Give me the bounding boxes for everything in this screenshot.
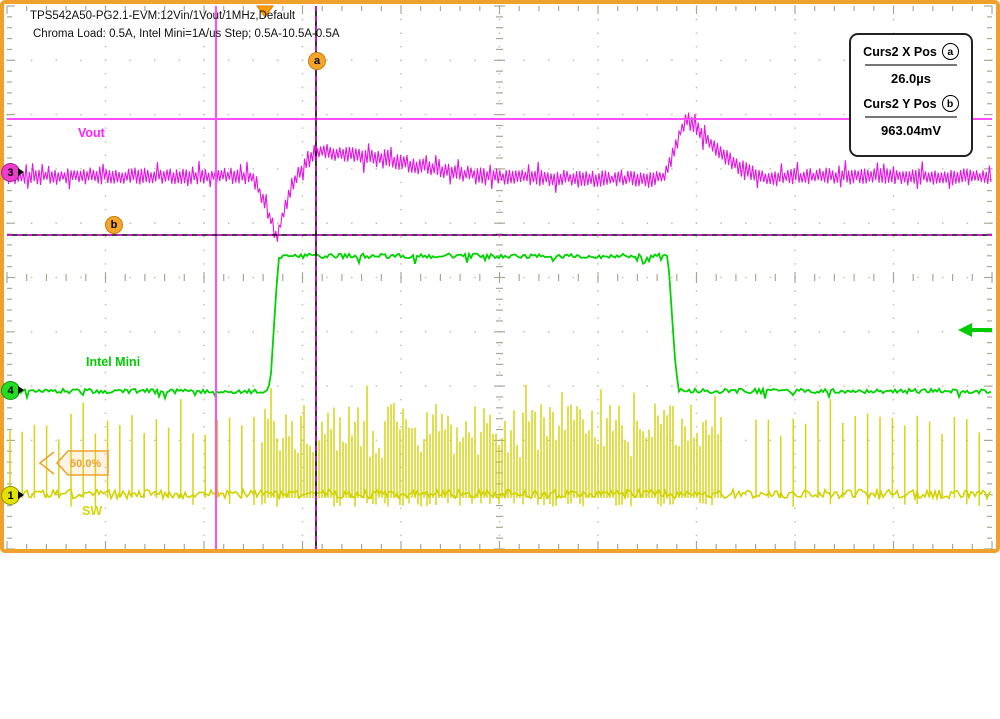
- waveform-display: 50.0% TPS542A50-PG2.1-EVM:12Vin/1Vout/1M…: [0, 0, 1000, 553]
- trace-label-vout: Vout: [78, 126, 105, 140]
- cursor-readout-panel[interactable]: Curs2 X Pos a 26.0µs Curs2 Y Pos b 963.0…: [849, 33, 973, 157]
- cursor-a-handle[interactable]: a: [308, 52, 326, 70]
- trigger-position-icon: [256, 5, 274, 18]
- cursor-a-badge-icon: a: [941, 43, 959, 60]
- cursor2-x-label: Curs2 X Pos: [863, 44, 937, 59]
- annotation-line-1: TPS542A50-PG2.1-EVM:12Vin/1Vout/1MHz,Def…: [30, 10, 296, 22]
- readout-bar: C1 10.0V/div 50Ω BW:1.0G C3 30.0mV Offse…: [0, 553, 1000, 719]
- cursor-b-handle[interactable]: b: [105, 216, 123, 234]
- trigger-level-arrow-icon: [958, 323, 992, 337]
- channel3-position-marker[interactable]: 3: [1, 163, 24, 182]
- trace-label-intel-mini: Intel Mini: [86, 355, 141, 369]
- divider: [865, 64, 957, 66]
- channel4-position-marker[interactable]: 4: [1, 381, 24, 400]
- scope-graticule-and-traces: 50.0%: [0, 0, 1000, 553]
- annotation-line-2: Chroma Load: 0.5A, Intel Mini=1A/us Step…: [33, 28, 340, 40]
- channel1-position-marker[interactable]: 1: [1, 486, 24, 505]
- trigger-flag-label: 50.0%: [70, 458, 101, 470]
- divider: [865, 116, 957, 118]
- trigger-flag-icon: [55, 450, 109, 476]
- cursor2-x-value: 26.0µs: [890, 71, 932, 86]
- cursor2-y-label: Curs2 Y Pos: [863, 96, 937, 111]
- trace-label-sw: SW: [82, 504, 103, 518]
- cursor2-y-value: 963.04mV: [881, 123, 941, 138]
- cursor-b-badge-icon: b: [941, 95, 959, 112]
